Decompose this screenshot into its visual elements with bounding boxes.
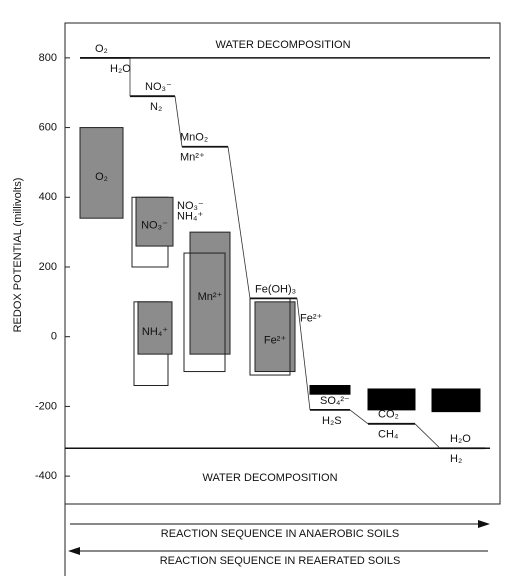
reduced-label: CH₄ xyxy=(378,429,399,441)
oxidant-label: Fe(OH)₃ xyxy=(255,283,296,295)
y-tick-label: 600 xyxy=(39,121,57,133)
range-box xyxy=(137,301,173,355)
range-box xyxy=(431,388,481,413)
range-label: O₂ xyxy=(95,171,108,183)
oxidant-label: MnO₂ xyxy=(180,132,208,144)
reduced-label: Fe²⁺ xyxy=(300,312,323,324)
arrow-head xyxy=(68,547,80,555)
plot-frame xyxy=(64,22,501,505)
y-axis-title: REDOX POTENTIAL (millivolts) xyxy=(12,178,24,333)
range-label: Mn²⁺ xyxy=(198,291,223,303)
range-box xyxy=(189,231,231,355)
range-box xyxy=(183,252,226,373)
range-box xyxy=(309,384,351,395)
oxidant-label: SO₄²⁻ xyxy=(320,395,350,407)
range-label: NO₃⁻ xyxy=(141,220,168,232)
range-box xyxy=(367,388,416,411)
connector xyxy=(174,96,183,147)
reduced-label: N₂ xyxy=(150,101,162,113)
range-label: Fe²⁺ xyxy=(264,335,287,347)
water-label: WATER DECOMPOSITION xyxy=(202,472,337,484)
y-tick-label: 0 xyxy=(51,331,57,343)
range-label: NH₄⁺ xyxy=(142,326,168,338)
water-label: WATER DECOMPOSITION xyxy=(215,39,350,51)
oxidant-label: H₂O xyxy=(450,433,471,445)
range-box xyxy=(79,127,124,219)
reduced-label: Mn²⁺ xyxy=(180,152,205,164)
reduced-label: H₂S xyxy=(322,415,342,427)
sequence-label: REACTION SEQUENCE IN REAERATED SOILS xyxy=(160,555,401,567)
reduced-label: H₂ xyxy=(450,453,462,465)
connector xyxy=(227,146,251,299)
range-box xyxy=(254,301,296,373)
y-tick-label: -200 xyxy=(35,400,57,412)
y-tick-label: 800 xyxy=(39,52,57,64)
connector xyxy=(414,423,441,449)
annotation: NO₃⁻ xyxy=(177,200,204,212)
reduced-label: H₂O xyxy=(110,63,131,75)
oxidant-label: O₂ xyxy=(95,43,108,55)
arrow-head xyxy=(478,520,490,528)
annotation: NH₄⁺ xyxy=(177,210,203,222)
y-tick-label: 400 xyxy=(39,191,57,203)
sequence-label: REACTION SEQUENCE IN ANAEROBIC SOILS xyxy=(161,528,399,540)
oxidant-label: NO₃⁻ xyxy=(145,81,172,93)
range-box xyxy=(135,196,174,247)
connector xyxy=(296,298,311,410)
y-tick-label: 200 xyxy=(39,261,57,273)
oxidant-label: CO₂ xyxy=(378,409,399,421)
y-tick-label: -400 xyxy=(35,470,57,482)
connector xyxy=(349,409,369,425)
